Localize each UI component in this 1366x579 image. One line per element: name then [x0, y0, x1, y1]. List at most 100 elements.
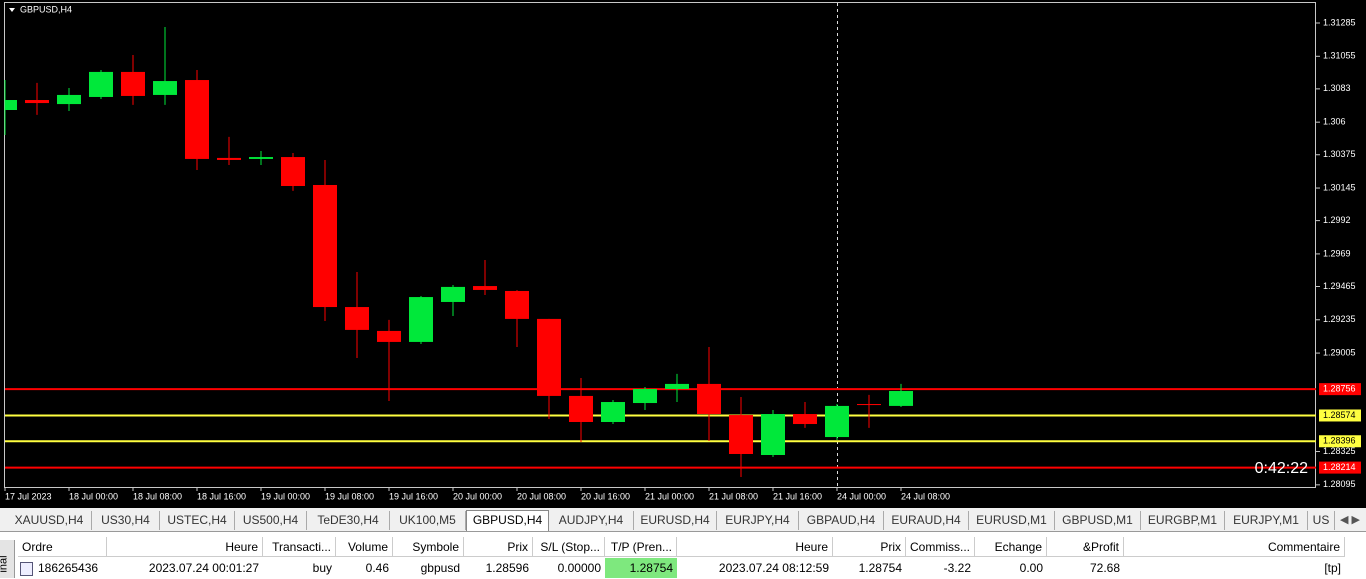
table-cell: 2023.07.24 00:01:27: [107, 558, 263, 578]
tab[interactable]: EURJPY,H4: [717, 511, 799, 530]
column-header[interactable]: Heure: [107, 537, 263, 557]
tab[interactable]: US500,H4: [235, 511, 307, 530]
column-header[interactable]: Ordre: [18, 537, 107, 557]
x-tick-label: 19 Jul 16:00: [389, 491, 438, 501]
x-tick-label: 24 Jul 08:00: [901, 491, 950, 501]
column-header[interactable]: T/P (Pren...: [605, 537, 677, 557]
tab[interactable]: TeDE30,H4: [307, 511, 390, 530]
table-cell: 1.28754: [605, 558, 677, 578]
tab[interactable]: EURUSD,H4: [634, 511, 717, 530]
candle-body: [25, 100, 49, 104]
x-tick-label: 21 Jul 00:00: [645, 491, 694, 501]
x-tick-label: 24 Jul 00:00: [837, 491, 886, 501]
terminal-side: [0, 540, 15, 578]
column-header[interactable]: S/L (Stop...: [533, 537, 605, 557]
x-tick-label: 18 Jul 00:00: [69, 491, 118, 501]
x-tick-label: 20 Jul 16:00: [581, 491, 630, 501]
candle-body: [313, 184, 337, 308]
y-tick-label: 1.2992: [1323, 215, 1351, 225]
tab[interactable]: EURJPY,M1: [1225, 511, 1308, 530]
candle-body: [505, 290, 529, 319]
y-tick-label: 1.29005: [1323, 347, 1356, 357]
candle-body: [537, 318, 561, 396]
tab[interactable]: EURAUD,H4: [884, 511, 969, 530]
table-cell: 186265436: [34, 558, 107, 578]
y-tick-label: 1.29235: [1323, 314, 1356, 324]
level-tag: [1319, 461, 1361, 474]
tab[interactable]: USTEC,H4: [160, 511, 235, 530]
candle-body: [185, 80, 209, 159]
plot-frame: [4, 2, 1316, 488]
level-label: 1.28756: [1323, 384, 1356, 394]
level-tag: [1319, 435, 1361, 448]
tab[interactable]: GBPUSD,M1: [1055, 511, 1141, 530]
candle-body: [249, 157, 273, 159]
candle-body: [409, 297, 433, 342]
order-icon: [20, 562, 33, 576]
y-tick-label: 1.31055: [1323, 51, 1356, 61]
candle-body: [89, 71, 113, 97]
table-cell: 0.00000: [533, 558, 605, 578]
column-header[interactable]: Commiss...: [906, 537, 975, 557]
candle-body: [729, 415, 753, 454]
candle-body: [857, 404, 881, 406]
x-tick-label: 19 Jul 08:00: [325, 491, 374, 501]
table-cell: gbpusd: [393, 558, 464, 578]
chart-bg: [0, 0, 1366, 508]
level-label: 1.28214: [1323, 462, 1356, 472]
candle-body: [473, 286, 497, 290]
candle-body: [665, 383, 689, 389]
level-label: 1.28574: [1323, 410, 1356, 420]
column-header[interactable]: Symbole: [393, 537, 464, 557]
tab-scroll[interactable]: ◀ ▶: [1340, 514, 1360, 526]
tab[interactable]: GBPAUD,H4: [799, 511, 884, 530]
tab[interactable]: GBPUSD,H4: [466, 510, 549, 531]
candle-body: [377, 330, 401, 342]
candle-body: [345, 307, 369, 330]
countdown: 0:42:22: [1255, 460, 1308, 477]
tab[interactable]: EURGBP,M1: [1141, 511, 1225, 530]
level-label: 1.28396: [1323, 436, 1356, 446]
candle-body: [5, 100, 17, 111]
column-header[interactable]: Prix: [833, 537, 906, 557]
x-tick-label: 17 Jul 2023: [5, 491, 52, 501]
tab[interactable]: AUDJPY,H4: [549, 511, 634, 530]
y-tick-label: 1.28095: [1323, 479, 1356, 489]
y-tick-label: 1.30145: [1323, 182, 1356, 192]
table-cell: 72.68: [1047, 558, 1124, 578]
candle-body: [57, 94, 81, 105]
candle-body: [121, 71, 145, 96]
tab[interactable]: XAUUSD,H4: [7, 511, 92, 530]
candle-body: [633, 388, 657, 404]
table-cell: 2023.07.24 08:12:59: [677, 558, 833, 578]
x-tick-label: 20 Jul 08:00: [517, 491, 566, 501]
tab[interactable]: US30,H4: [92, 511, 160, 530]
column-header[interactable]: &Profit: [1047, 537, 1124, 557]
tab[interactable]: UK100,M5: [390, 511, 466, 530]
chart-title: GBPUSD,H4: [20, 4, 72, 14]
column-header[interactable]: Echange: [975, 537, 1047, 557]
column-header[interactable]: Volume: [336, 537, 393, 557]
table-cell: 1.28754: [833, 558, 906, 578]
x-tick-label: 18 Jul 16:00: [197, 491, 246, 501]
candle-body: [569, 395, 593, 422]
tab[interactable]: US: [1308, 511, 1335, 530]
x-tick-label: 18 Jul 08:00: [133, 491, 182, 501]
candle-body: [601, 402, 625, 422]
column-header[interactable]: Commentaire: [1124, 537, 1345, 557]
candle-body: [793, 414, 817, 425]
x-tick-label: 19 Jul 00:00: [261, 491, 310, 501]
tab[interactable]: EURUSD,M1: [969, 511, 1055, 530]
column-header[interactable]: Prix: [464, 537, 533, 557]
y-tick-label: 1.2969: [1323, 248, 1351, 258]
level-tag: [1319, 409, 1361, 422]
table-cell: 0.00: [975, 558, 1047, 578]
menu-arrow[interactable]: [9, 8, 15, 12]
level-tag: [1319, 383, 1361, 396]
x-tick-label: 20 Jul 00:00: [453, 491, 502, 501]
candle-body: [153, 81, 177, 95]
candle-body: [281, 157, 305, 187]
column-header[interactable]: Heure: [677, 537, 833, 557]
x-tick-label: 21 Jul 16:00: [773, 491, 822, 501]
column-header[interactable]: Transacti...: [263, 537, 336, 557]
